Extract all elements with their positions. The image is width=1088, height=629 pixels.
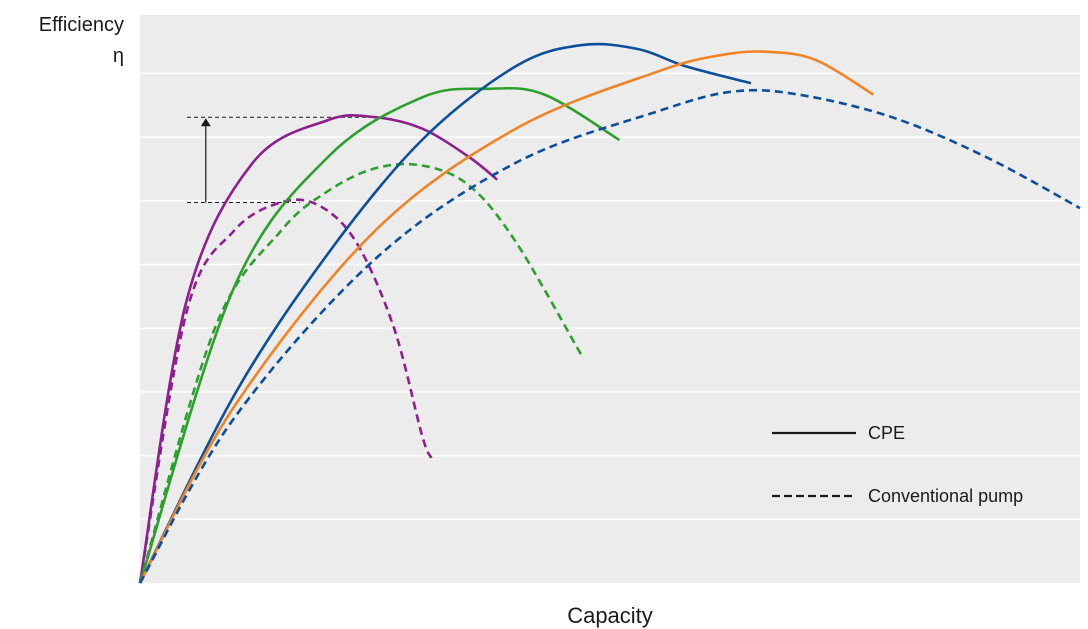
series-group bbox=[138, 42, 1081, 584]
gain-arrow-head-icon bbox=[200, 118, 211, 127]
series-line-6-solid bbox=[138, 50, 874, 584]
legend-label-conventional-pump: Conventional pump bbox=[868, 486, 1023, 506]
legend: CPE Conventional pump bbox=[772, 423, 1023, 506]
series-line-3-solid bbox=[138, 86, 621, 584]
grid-lines bbox=[140, 72, 1080, 521]
y-axis-symbol: η bbox=[112, 45, 124, 67]
x-axis-label: Capacity bbox=[567, 603, 653, 628]
y-axis-label: Efficiency bbox=[38, 14, 124, 36]
series-line-4-dashed bbox=[138, 162, 583, 584]
series-line-2-dashed bbox=[138, 198, 433, 584]
series-line-7-dashed bbox=[138, 88, 1081, 584]
series-line-1-solid bbox=[138, 113, 499, 584]
legend-label-cpe: CPE bbox=[868, 423, 905, 443]
series-line-5-solid bbox=[138, 42, 752, 584]
